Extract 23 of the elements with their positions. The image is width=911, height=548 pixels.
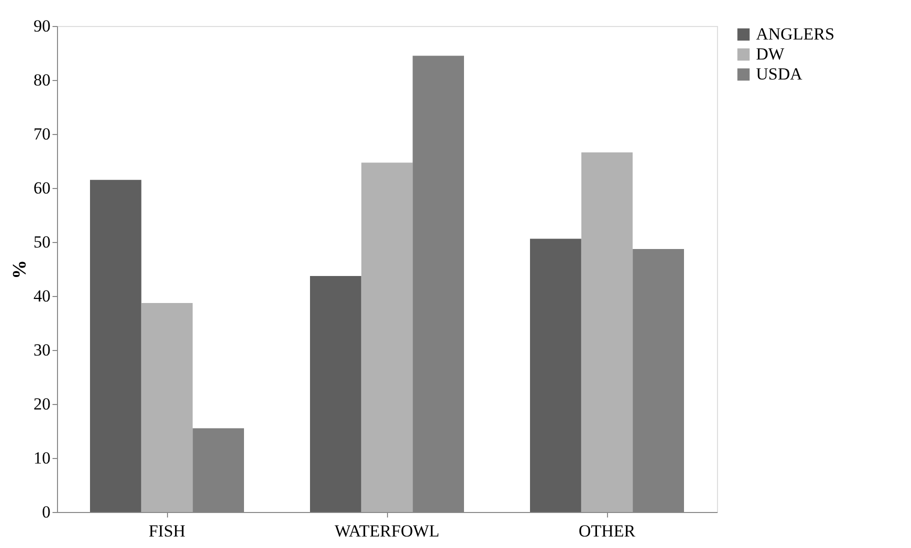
bar bbox=[361, 162, 413, 512]
y-tick-label: 20 bbox=[34, 394, 50, 414]
y-tick-label: 10 bbox=[34, 448, 50, 468]
bar bbox=[310, 276, 362, 512]
y-tick-label: 80 bbox=[34, 70, 50, 90]
y-axis-title: % bbox=[10, 260, 30, 279]
x-tick-label: WATERFOWL bbox=[334, 522, 440, 540]
x-tick-label: OTHER bbox=[578, 522, 636, 540]
bar bbox=[90, 180, 142, 512]
legend-label: USDA bbox=[756, 64, 804, 84]
y-tick-label: 50 bbox=[34, 232, 50, 252]
y-tick-label: 90 bbox=[34, 16, 50, 36]
legend-label: DW bbox=[756, 44, 786, 64]
y-tick-label: 40 bbox=[34, 286, 50, 306]
y-tick-label: 0 bbox=[42, 502, 50, 522]
bar bbox=[141, 303, 193, 512]
y-tick-label: 30 bbox=[34, 340, 50, 360]
x-tick-label: FISH bbox=[148, 522, 186, 540]
y-tick-label: 60 bbox=[34, 178, 50, 198]
legend-label: ANGLERS bbox=[756, 24, 834, 44]
bar bbox=[530, 238, 582, 512]
bar bbox=[581, 152, 633, 512]
y-tick-label: 70 bbox=[34, 124, 50, 144]
